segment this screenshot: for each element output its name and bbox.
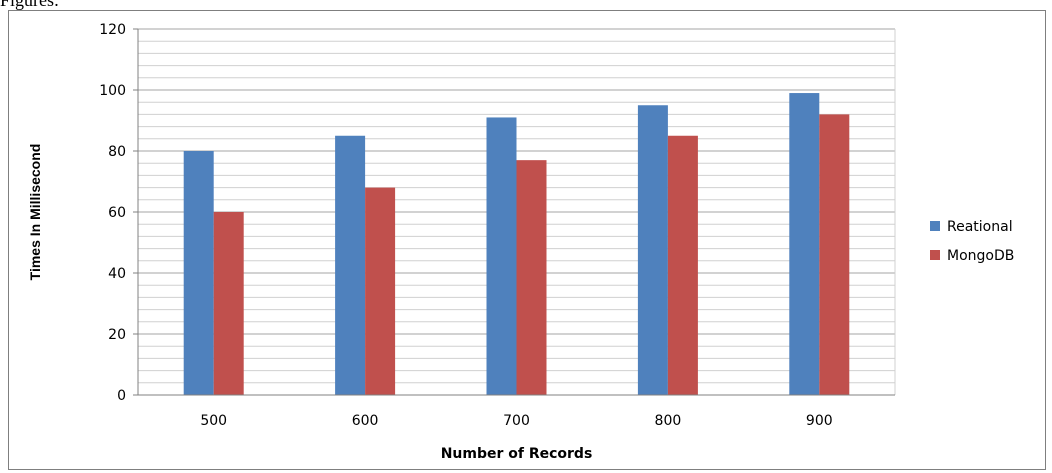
legend-swatch-reational <box>930 221 940 231</box>
bar-mongodb-700 <box>516 160 547 395</box>
y-tick-label: 120 <box>99 22 126 38</box>
axes <box>133 28 895 396</box>
bar-reational-700 <box>486 117 517 395</box>
bar-reational-600 <box>335 135 366 395</box>
x-tick-label: 700 <box>503 413 530 429</box>
bar-mongodb-600 <box>365 187 396 395</box>
y-tick-label: 40 <box>108 266 126 282</box>
legend-swatch-mongodb <box>930 250 940 260</box>
bars <box>183 93 850 396</box>
legend-label-reational: Reational <box>947 219 1013 235</box>
legend-label-mongodb: MongoDB <box>947 248 1014 264</box>
bar-reational-500 <box>183 151 214 395</box>
y-tick-label: 20 <box>108 327 126 343</box>
x-tick-label: 600 <box>352 413 379 429</box>
x-tick-label: 500 <box>200 413 227 429</box>
y-tick-label: 80 <box>108 144 126 160</box>
bar-mongodb-800 <box>667 135 698 395</box>
x-tick-labels: 500 600 700 800 900 <box>200 413 832 429</box>
y-tick-label: 60 <box>108 205 126 221</box>
x-tick-label: 800 <box>655 413 682 429</box>
y-tick-label: 0 <box>117 388 126 404</box>
bar-mongodb-900 <box>819 114 850 396</box>
y-axis-label: Times In Millisecond <box>27 144 43 281</box>
y-tick-label: 100 <box>99 83 126 99</box>
y-tick-labels: 0 20 40 60 80 100 120 <box>99 22 126 404</box>
bar-reational-800 <box>637 105 668 395</box>
bar-reational-900 <box>789 93 820 396</box>
figure-caption: Figures: <box>0 0 60 10</box>
x-axis-label: Number of Records <box>441 446 593 462</box>
legend: Reational MongoDB <box>930 219 1014 264</box>
x-tick-label: 900 <box>806 413 833 429</box>
bar-mongodb-500 <box>213 212 244 395</box>
